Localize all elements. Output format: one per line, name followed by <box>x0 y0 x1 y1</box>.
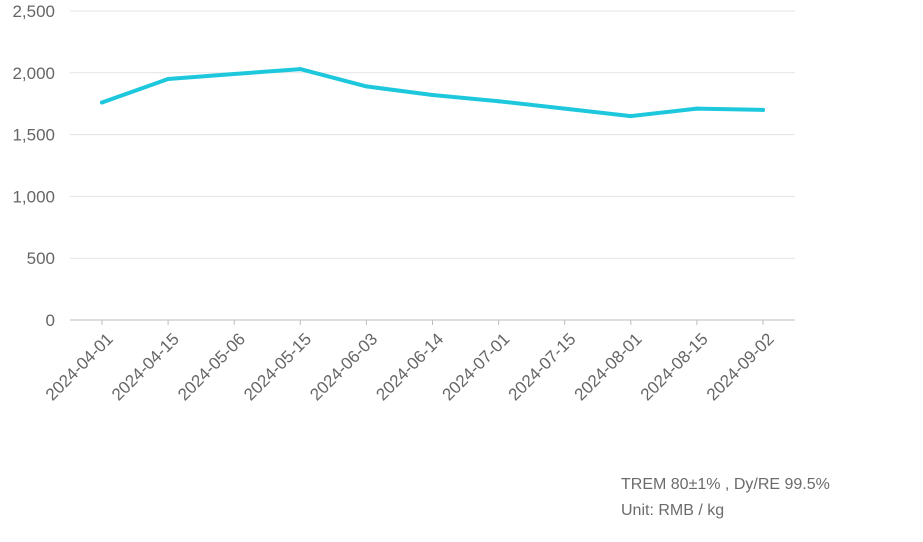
y-tick-label: 2,000 <box>12 64 55 83</box>
x-tick-label: 2024-08-01 <box>571 329 646 404</box>
series-group <box>100 67 765 119</box>
data-point <box>232 72 237 77</box>
x-tick-label: 2024-08-15 <box>637 329 712 404</box>
y-tick-label: 2,500 <box>12 2 55 21</box>
x-tick-label: 2024-05-06 <box>174 329 249 404</box>
data-point <box>761 107 765 112</box>
y-tick-label: 0 <box>46 311 55 330</box>
gridlines <box>70 10 795 259</box>
x-tick-label: 2024-07-01 <box>438 329 513 404</box>
x-tick-label: 2024-07-15 <box>505 329 580 404</box>
x-tick-label: 2024-05-15 <box>240 329 315 404</box>
data-point <box>562 106 567 111</box>
y-tick-label: 500 <box>27 249 55 268</box>
x-tick-label: 2024-06-14 <box>372 329 447 404</box>
spec-note: TREM 80±1% , Dy/RE 99.5% <box>621 476 830 493</box>
y-tick-label: 1,000 <box>12 187 55 206</box>
data-point <box>496 99 501 104</box>
data-point <box>694 106 699 111</box>
x-tick-label: 2024-06-03 <box>306 329 381 404</box>
series-line <box>100 67 765 119</box>
x-tick-label: 2024-04-15 <box>108 329 183 404</box>
x-axis: 2024-04-012024-04-152024-05-062024-05-15… <box>42 320 778 404</box>
data-point <box>430 93 435 98</box>
x-tick-label: 2024-09-02 <box>703 329 778 404</box>
data-point <box>298 67 303 72</box>
data-point <box>364 84 369 89</box>
y-tick-label: 1,500 <box>12 126 55 145</box>
data-point <box>628 114 633 119</box>
data-point <box>100 100 104 105</box>
x-tick-label: 2024-04-01 <box>42 329 117 404</box>
data-point <box>166 76 171 81</box>
unit-note: Unit: RMB / kg <box>621 502 725 519</box>
y-axis: 0 500 1,000 1,500 2,000 2,500 <box>12 2 55 330</box>
